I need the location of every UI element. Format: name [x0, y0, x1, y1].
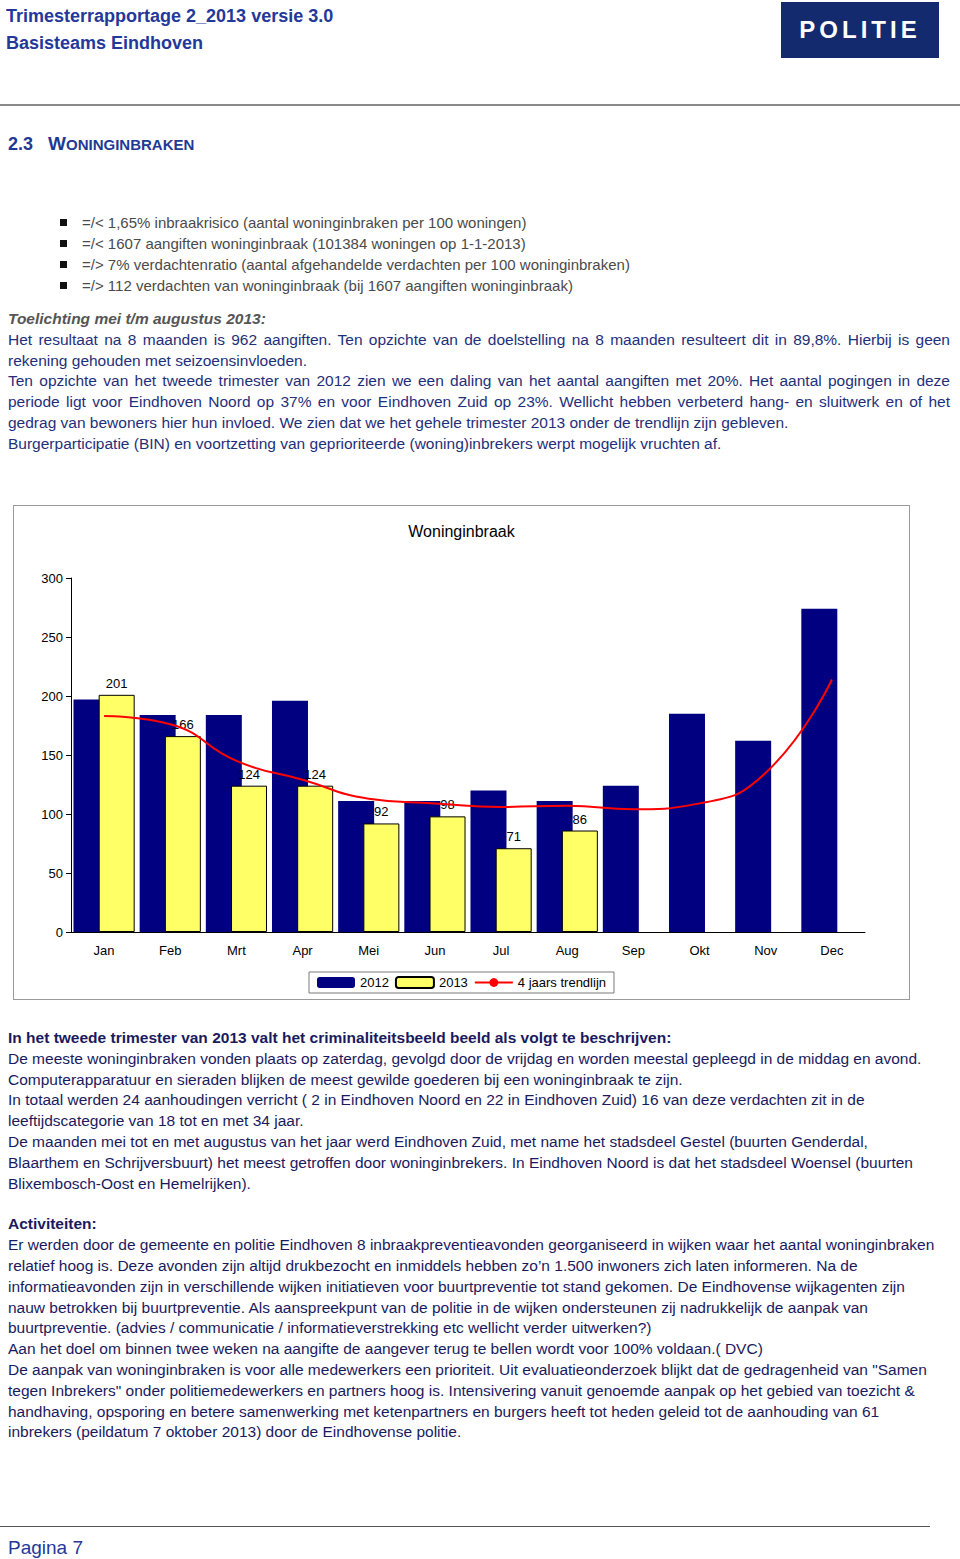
svg-text:250: 250	[41, 630, 63, 645]
svg-text:100: 100	[41, 807, 63, 822]
svg-text:0: 0	[56, 925, 63, 940]
svg-text:50: 50	[49, 866, 63, 881]
svg-text:2013: 2013	[439, 975, 468, 990]
html-text:Er werden door de gemeente en: Er werden door de gemeente en politie Ei…	[8, 1236, 935, 1337]
svg-text:Jan: Jan	[94, 943, 115, 958]
html-text:Burgerparticipatie (BIN) en vo: Burgerparticipatie (BIN) en voortzetting…	[8, 434, 722, 452]
svg-text:166: 166	[172, 717, 194, 732]
html-text:POLITIE: POLITIE	[799, 16, 921, 43]
html-text:Het resultaat na 8 maanden is: Het resultaat na 8 maanden is 962 aangif…	[8, 330, 950, 369]
html-text:=/> 112 verdachten van woningi: =/> 112 verdachten van woninginbraak (bi…	[82, 277, 573, 294]
html-text:Computerapparatuur en sieraden: Computerapparatuur en sieraden blijken d…	[8, 1070, 683, 1088]
svg-text:Apr: Apr	[292, 943, 313, 958]
svg-text:Mrt: Mrt	[227, 943, 246, 958]
svg-text:Nov: Nov	[754, 943, 778, 958]
svg-text:Aug: Aug	[556, 943, 579, 958]
html-text:Ten opzichte van het tweede tr: Ten opzichte van het tweede trimester va…	[8, 372, 950, 431]
svg-text:Jun: Jun	[424, 943, 445, 958]
svg-text:86: 86	[573, 812, 587, 827]
html-text:In totaal werden 24 aanhouding: In totaal werden 24 aanhoudingen verrich…	[8, 1091, 865, 1130]
html-text:De maanden mei tot en met augu: De maanden mei tot en met augustus van h…	[8, 1133, 913, 1192]
html-text:=/< 1607 aangiften woninginbra: =/< 1607 aangiften woninginbraak (101384…	[82, 235, 526, 252]
svg-text:2012: 2012	[360, 975, 389, 990]
svg-text:124: 124	[238, 766, 260, 782]
html-text:Aan het doel om binnen twee we: Aan het doel om binnen twee weken na aan…	[8, 1340, 763, 1358]
html-text:De meeste woninginbraken vonde: De meeste woninginbraken vonden plaats o…	[8, 1049, 922, 1067]
html-text:Activiteiten:: Activiteiten:	[8, 1215, 97, 1233]
svg-text:Sep: Sep	[622, 943, 645, 958]
html-text:=/< 1,65% inbraakrisico (aanta: =/< 1,65% inbraakrisico (aantal woningin…	[82, 214, 527, 231]
svg-text:Woninginbraak: Woninginbraak	[408, 523, 515, 540]
svg-text:4 jaars trendlijn: 4 jaars trendlijn	[518, 975, 606, 990]
html-text:=/> 7% verdachtenratio (aantal: =/> 7% verdachtenratio (aantal afgehande…	[82, 256, 630, 273]
svg-text:200: 200	[41, 689, 63, 704]
svg-text:150: 150	[41, 748, 63, 763]
svg-text:98: 98	[440, 797, 455, 813]
html-text:De aanpak van woninginbraken i: De aanpak van woninginbraken is voor all…	[8, 1361, 927, 1441]
html-text:Toelichting mei t/m augustus 2: Toelichting mei t/m augustus 2013:	[8, 310, 266, 327]
svg-text:71: 71	[506, 829, 520, 844]
svg-text:Dec: Dec	[820, 943, 844, 958]
svg-text:300: 300	[41, 571, 63, 586]
html-text:2.3 WONINGINBRAKEN: 2.3 WONINGINBRAKEN	[8, 133, 195, 154]
html-text:Pagina 7: Pagina 7	[8, 1537, 83, 1558]
svg-text:92: 92	[374, 804, 388, 819]
svg-text:201: 201	[106, 676, 128, 691]
svg-text:Jul: Jul	[493, 943, 510, 958]
svg-text:Okt: Okt	[689, 943, 710, 958]
html-text:In het tweede trimester van 20: In het tweede trimester van 2013 valt he…	[8, 1029, 672, 1046]
svg-text:Mei: Mei	[358, 943, 379, 958]
svg-text:124: 124	[304, 767, 326, 782]
html-text:Basisteams Eindhoven: Basisteams Eindhoven	[6, 33, 204, 53]
svg-text:Feb: Feb	[159, 943, 181, 958]
html-text:Trimesterrapportage 2_2013 ver: Trimesterrapportage 2_2013 versie 3.0	[6, 6, 334, 26]
